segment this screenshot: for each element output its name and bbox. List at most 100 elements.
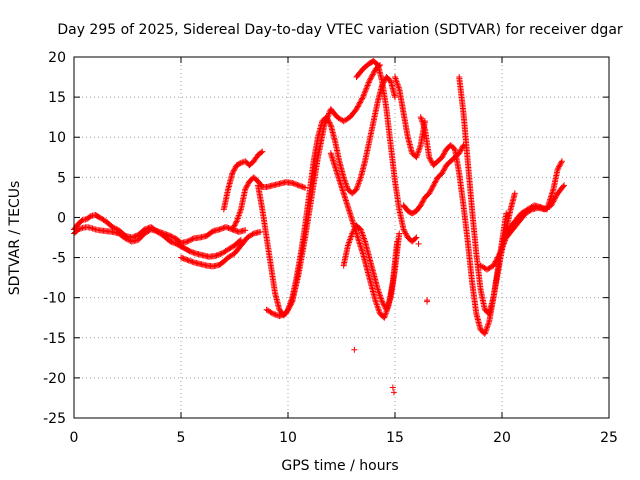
data-point	[356, 100, 363, 107]
data-point	[433, 177, 440, 184]
y-tick-label: 5	[57, 170, 66, 186]
data-point	[552, 194, 559, 201]
data-point	[555, 164, 562, 171]
data-point	[494, 254, 501, 261]
data-point	[245, 181, 252, 188]
data-point	[401, 227, 408, 234]
data-point	[426, 155, 433, 162]
data-point	[550, 198, 557, 205]
data-point	[76, 225, 83, 232]
data-point	[123, 235, 130, 242]
series-outliers	[351, 240, 431, 396]
data-point	[439, 152, 446, 159]
tick-labels: 0 5 10 15 20 25 -25 -20 -15 -10 -5 0 5 10 15 20	[43, 50, 618, 446]
data-point	[243, 183, 250, 190]
data-point	[185, 237, 192, 244]
data-point	[431, 179, 438, 186]
data-point	[349, 229, 356, 236]
data-point	[366, 78, 373, 85]
data-point	[189, 235, 196, 242]
y-tick-label: -5	[52, 251, 66, 267]
series-track-k	[340, 222, 403, 313]
series-track-f	[263, 179, 309, 191]
data-point	[259, 148, 266, 155]
x-tick-label: 20	[493, 430, 511, 446]
data-point	[285, 305, 292, 312]
data-point	[490, 262, 497, 269]
data-point	[439, 170, 446, 177]
series-track-p	[477, 182, 568, 273]
data-point	[362, 86, 369, 93]
series-track-l	[392, 74, 428, 161]
data-point	[88, 224, 95, 231]
data-point	[126, 237, 133, 244]
y-tick-label: -20	[43, 371, 66, 387]
data-point	[363, 83, 370, 90]
y-tick-label: -25	[43, 411, 66, 427]
data-point	[364, 82, 371, 89]
data-point	[353, 106, 360, 113]
data-point	[551, 197, 558, 204]
data-point	[355, 102, 362, 109]
data-point	[412, 235, 419, 242]
data-point	[323, 117, 330, 124]
data-point	[424, 298, 431, 305]
data-point	[258, 149, 265, 156]
data-point	[365, 79, 372, 86]
series-track-b	[71, 224, 249, 247]
data-point	[439, 154, 446, 161]
x-tick-label: 15	[386, 430, 404, 446]
data-markers	[71, 58, 568, 396]
data-point	[268, 309, 275, 316]
data-point	[392, 94, 398, 101]
data-point	[351, 226, 358, 233]
data-point	[282, 310, 289, 317]
data-point	[171, 234, 178, 241]
y-tick-label: 10	[48, 130, 66, 146]
data-point	[498, 246, 505, 253]
x-tick-label: 25	[600, 430, 618, 446]
data-point	[440, 151, 447, 158]
data-point	[501, 233, 508, 240]
data-point	[367, 75, 374, 82]
data-point	[494, 255, 501, 262]
data-point	[428, 158, 435, 165]
data-point	[326, 110, 333, 117]
data-point	[389, 384, 396, 391]
grid-lines	[74, 57, 609, 418]
data-point	[324, 113, 331, 120]
y-tick-label: 0	[57, 210, 66, 226]
data-point	[284, 308, 291, 315]
data-point	[363, 85, 370, 92]
data-point	[89, 225, 96, 232]
data-point	[322, 119, 329, 126]
data-point	[428, 186, 435, 193]
data-point	[90, 225, 97, 232]
data-point	[400, 226, 407, 233]
data-point	[242, 186, 249, 193]
data-point	[229, 170, 236, 177]
data-point	[431, 181, 438, 188]
data-point	[561, 182, 568, 189]
data-point	[367, 76, 374, 83]
data-point	[351, 346, 358, 353]
data-point	[327, 120, 334, 127]
data-point	[419, 198, 426, 205]
data-point	[361, 89, 368, 96]
data-point	[369, 72, 376, 79]
data-point	[492, 258, 499, 265]
series-track-a	[71, 212, 244, 260]
data-point	[286, 304, 293, 311]
data-point	[287, 301, 294, 308]
series-track-h	[263, 62, 384, 320]
data-point	[232, 164, 239, 171]
data-point	[560, 183, 567, 190]
data-point	[426, 154, 433, 161]
data-point	[457, 147, 464, 154]
y-tick-label: -15	[43, 331, 66, 347]
data-point	[417, 202, 424, 209]
data-point	[350, 227, 357, 234]
series-track-m	[400, 142, 467, 217]
data-point	[324, 114, 331, 121]
data-point	[496, 251, 503, 258]
